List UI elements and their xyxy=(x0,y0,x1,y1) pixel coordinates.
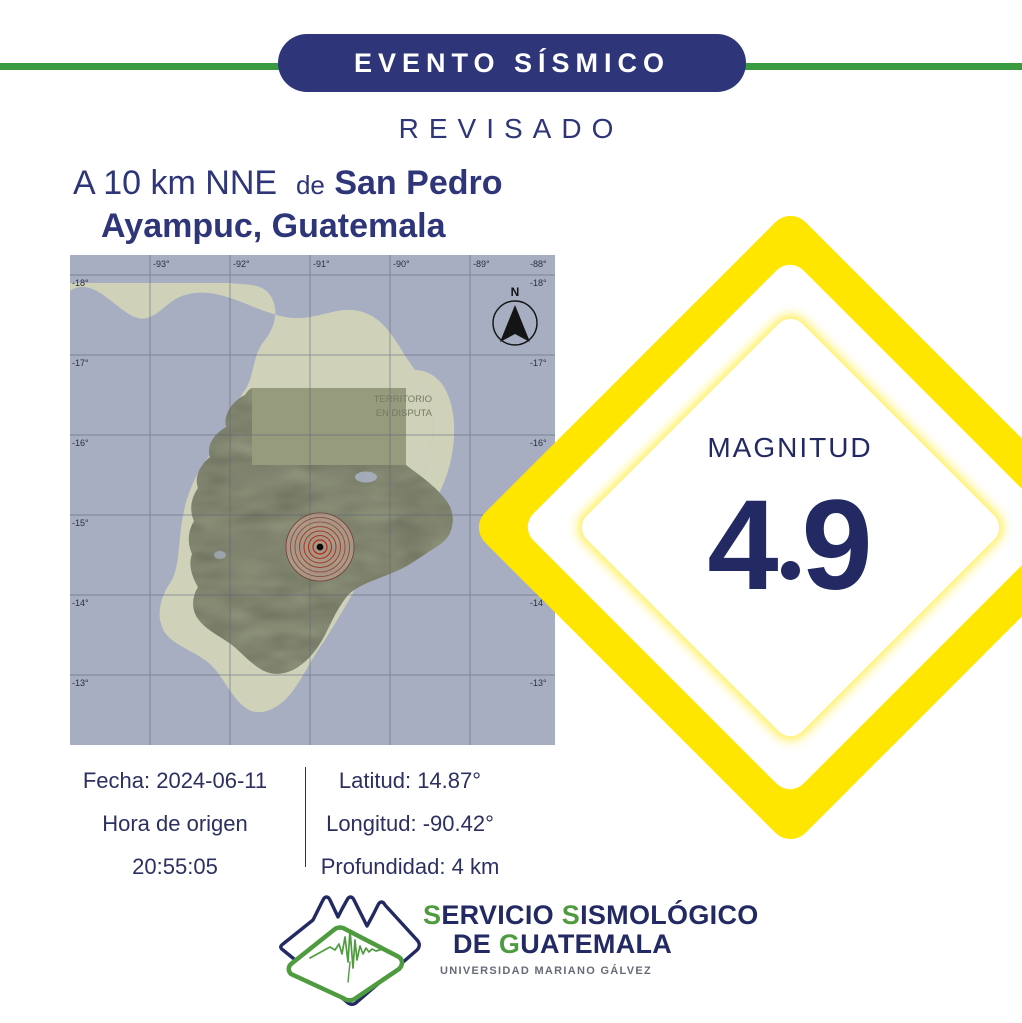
svg-text:EN DISPUTA: EN DISPUTA xyxy=(376,408,433,419)
svg-text:-17°: -17° xyxy=(530,358,547,368)
svg-text:-90°: -90° xyxy=(393,259,410,269)
svg-text:-88°: -88° xyxy=(530,259,547,269)
svg-text:-16°: -16° xyxy=(530,438,547,448)
svg-text:-13°: -13° xyxy=(72,678,89,688)
svg-text:TERRITORIO: TERRITORIO xyxy=(374,394,432,405)
svg-text:-89°: -89° xyxy=(473,259,490,269)
svg-text:-15°: -15° xyxy=(72,518,89,528)
svg-text:-93°: -93° xyxy=(153,259,170,269)
svg-text:-17°: -17° xyxy=(72,358,89,368)
svg-text:N: N xyxy=(511,285,520,299)
svg-text:-18°: -18° xyxy=(72,278,89,288)
svg-text:-14°: -14° xyxy=(72,598,89,608)
svg-text:-16°: -16° xyxy=(72,438,89,448)
svg-text:-92°: -92° xyxy=(233,259,250,269)
svg-text:-13°: -13° xyxy=(530,678,547,688)
svg-text:-18°: -18° xyxy=(530,278,547,288)
svg-text:-91°: -91° xyxy=(313,259,330,269)
